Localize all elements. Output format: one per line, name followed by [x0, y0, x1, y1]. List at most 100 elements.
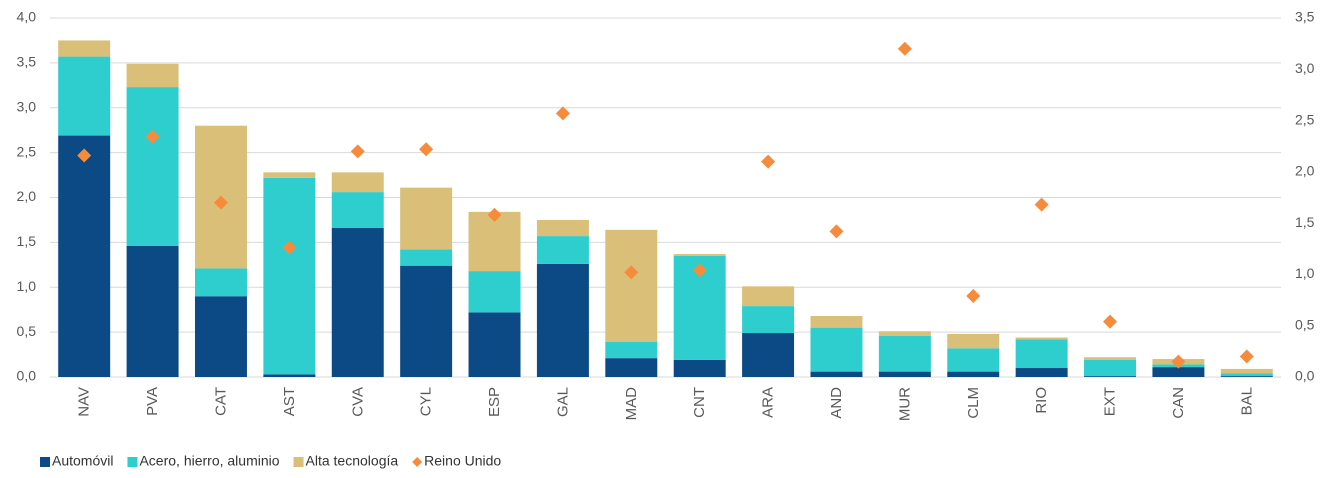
bar-segment [810, 371, 863, 377]
bar-segment [673, 254, 726, 256]
diamond-marker [897, 41, 912, 56]
diamond-marker [1034, 197, 1049, 212]
y-tick-label: 4,0 [17, 9, 37, 25]
y2-tick-label: 1,0 [1295, 265, 1315, 281]
x-tick-label: RIO [1033, 387, 1050, 414]
bar-segment [400, 249, 453, 266]
bar-segment [742, 286, 795, 307]
legend-marker [412, 457, 423, 467]
bar-segment [605, 341, 658, 359]
bar-segment [1220, 376, 1273, 377]
y-tick-label: 2,5 [17, 143, 37, 159]
bar-segment [742, 306, 795, 334]
diamond-marker [829, 224, 844, 239]
bar-segment [810, 327, 863, 372]
y-tick-label: 0,0 [17, 368, 37, 384]
x-tick-label: GAL [554, 387, 571, 417]
bar-segment [1084, 357, 1137, 360]
bar-segment [1015, 368, 1068, 377]
y-tick-label: 1,0 [17, 278, 37, 294]
diamond-marker [1171, 354, 1186, 369]
bar-segment [742, 333, 795, 377]
y2-tick-label: 1,5 [1295, 214, 1315, 230]
x-tick-label: CAT [212, 387, 229, 416]
bar-segment [1220, 373, 1273, 377]
x-tick-label: MAD [623, 387, 640, 421]
bar-segment [1015, 337, 1068, 340]
bar-segment [126, 63, 179, 88]
x-tick-label: EXT [1102, 387, 1119, 416]
y2-tick-label: 0,5 [1295, 316, 1315, 332]
diamond-marker [145, 129, 160, 144]
y-tick-label: 1,5 [17, 233, 37, 249]
x-tick-label: BAL [1238, 387, 1255, 415]
bar-segment [58, 56, 111, 136]
diamond-marker [487, 207, 502, 222]
y-tick-label: 2,0 [17, 188, 37, 204]
x-tick-label: CNT [691, 387, 708, 418]
legend-marker [293, 457, 304, 467]
legend-label: Alta tecnología [306, 453, 399, 469]
legend-label: Automóvil [52, 453, 113, 469]
bar-segment [878, 371, 931, 377]
y2-tick-label: 2,0 [1295, 163, 1315, 179]
bar-segment [1152, 367, 1205, 377]
x-tick-label: MUR [896, 387, 913, 421]
bar-segment [536, 263, 589, 377]
bar-segment [331, 192, 384, 229]
bar-segment [536, 219, 589, 237]
bar-segment [263, 177, 316, 375]
bar-segment [947, 371, 1000, 377]
legend-label: Acero, hierro, aluminio [139, 453, 279, 469]
y-tick-label: 0,5 [17, 323, 37, 339]
diamond-marker [555, 106, 570, 121]
y2-tick-label: 0,0 [1295, 368, 1315, 384]
legend-label: Reino Unido [424, 453, 501, 469]
x-tick-label: PVA [144, 387, 161, 416]
bar-segment [605, 358, 658, 377]
diamond-marker [692, 263, 707, 278]
bar-segment [673, 359, 726, 377]
legend-marker [40, 457, 50, 467]
x-tick-label: AND [828, 387, 845, 419]
bar-segment [878, 335, 931, 372]
diamond-marker [419, 142, 434, 157]
bar-segment [1220, 368, 1273, 374]
x-tick-label: CLM [965, 387, 982, 419]
bar-segment [468, 312, 521, 377]
diamond-marker [1103, 314, 1118, 329]
bar-segment [126, 245, 179, 377]
bar-segment [331, 228, 384, 377]
bar-segment [58, 135, 111, 377]
diamond-marker [761, 154, 776, 169]
bar-segment [194, 268, 247, 297]
y2-tick-label: 3,5 [1295, 9, 1315, 25]
bar-segment [1084, 376, 1137, 377]
legend-marker [127, 457, 138, 467]
diamond-marker [213, 195, 228, 210]
bar-segment [400, 265, 453, 377]
bar-segment [468, 271, 521, 313]
x-tick-label: CYL [418, 387, 435, 416]
y2-tick-label: 2,5 [1295, 111, 1315, 127]
x-tick-label: ARA [760, 387, 777, 418]
bar-segment [878, 331, 931, 336]
diamond-marker [77, 148, 92, 163]
y-tick-label: 3,0 [17, 98, 37, 114]
diamond-marker [282, 240, 297, 255]
diamond-marker [624, 265, 639, 280]
x-tick-label: ESP [486, 387, 503, 417]
bar-segment [263, 374, 316, 377]
bar-segment [194, 296, 247, 377]
bar-segment [331, 172, 384, 193]
diamond-marker [966, 288, 981, 303]
diamond-marker [350, 144, 365, 159]
y2-tick-label: 3,0 [1295, 60, 1315, 76]
bar-segment [605, 229, 658, 342]
bar-segment [1015, 339, 1068, 369]
x-tick-label: CVA [349, 387, 366, 417]
bar-segment [810, 315, 863, 328]
x-tick-label: NAV [76, 387, 93, 417]
bar-segment [1084, 359, 1137, 377]
